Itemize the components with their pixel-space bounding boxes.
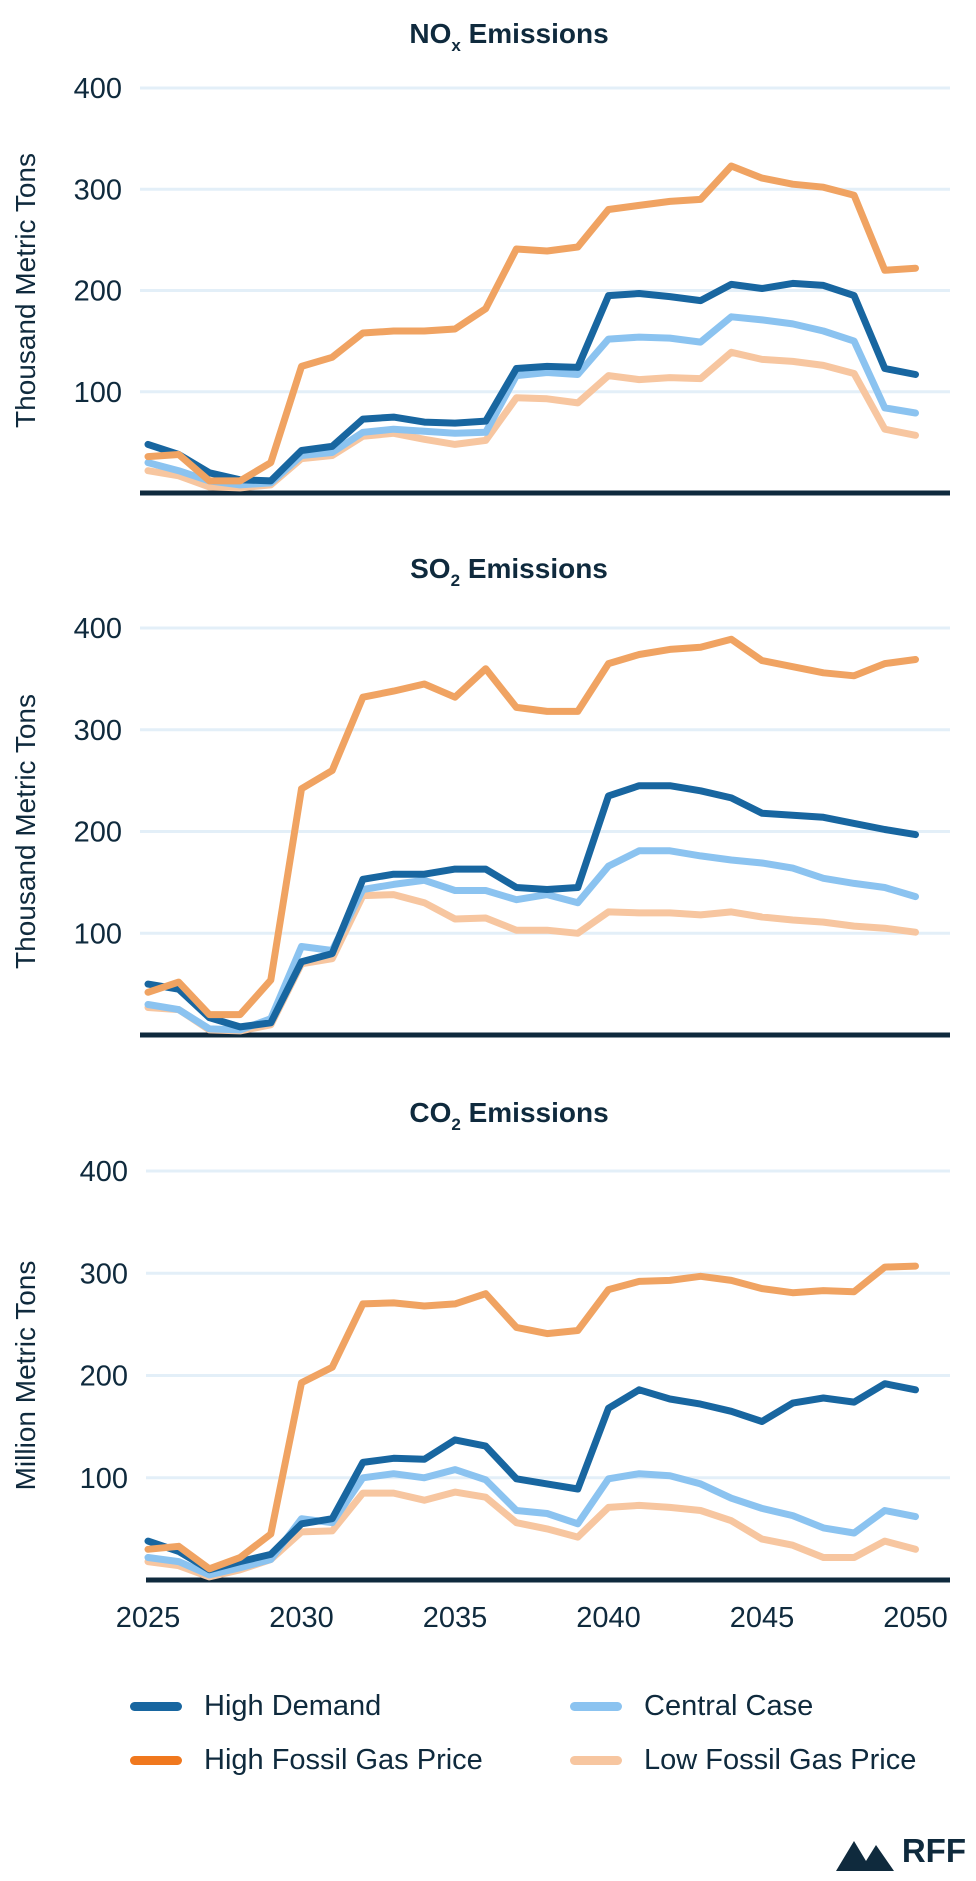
title-suffix: Emissions xyxy=(461,1097,609,1128)
panel-3: 100 200 300 400 CO2 Emissions Million Metric … xyxy=(10,1097,950,1634)
x-tick-label: 2030 xyxy=(269,1602,334,1634)
panel-2: 100 200 300 400 SO2 Emissions Thousand Metric… xyxy=(10,553,950,1038)
y-tick-label: 200 xyxy=(74,817,122,849)
title-suffix: Emissions xyxy=(460,553,608,584)
series-line-high-demand xyxy=(144,279,919,485)
title-subscript: 2 xyxy=(451,571,460,590)
legend-label-high-fossil-gas-price: High Fossil Gas Price xyxy=(204,1744,483,1776)
series-line-high-demand xyxy=(144,782,919,1031)
brand-text: RFF xyxy=(901,1832,966,1869)
legend-swatch-central-case xyxy=(570,1702,622,1711)
y-tick-label: 100 xyxy=(74,918,122,950)
title-subscript: 2 xyxy=(451,1115,460,1134)
legend-swatch-low-fossil-gas-price xyxy=(570,1756,622,1765)
legend: High Demand Central Case High Fossil Gas… xyxy=(130,1690,950,1800)
series-line-high-demand xyxy=(144,1380,919,1574)
title-main: CO xyxy=(409,1097,451,1128)
y-axis-label: Million Metric Tons xyxy=(10,1261,41,1491)
y-tick-label: 200 xyxy=(74,276,122,308)
legend-item-low-fossil-gas-price: Low Fossil Gas Price xyxy=(570,1744,916,1777)
y-axis-label: Thousand Metric Tons xyxy=(10,694,41,969)
series-line-high-fossil-gas-price xyxy=(144,1262,919,1573)
title-suffix: Emissions xyxy=(461,18,609,49)
panel-title: NOx Emissions xyxy=(409,18,608,55)
panel-title: CO2 Emissions xyxy=(409,1097,608,1134)
x-tick-label: 2045 xyxy=(730,1602,795,1634)
title-main: SO xyxy=(410,553,450,584)
y-tick-label: 100 xyxy=(74,377,122,409)
rff-brand: RFF xyxy=(835,1831,966,1871)
x-tick-label: 2035 xyxy=(423,1602,488,1634)
legend-label-low-fossil-gas-price: Low Fossil Gas Price xyxy=(644,1744,917,1776)
x-tick-label: 2050 xyxy=(883,1602,948,1634)
series-line-central-case xyxy=(144,847,919,1034)
series-line-high-fossil-gas-price xyxy=(144,635,919,1019)
legend-swatch-high-demand xyxy=(130,1702,182,1711)
y-tick-label: 100 xyxy=(80,1463,128,1495)
series-line-high-fossil-gas-price xyxy=(144,162,919,485)
y-tick-label: 200 xyxy=(80,1361,128,1393)
y-tick-label: 300 xyxy=(74,174,122,206)
x-tick-label: 2025 xyxy=(116,1602,181,1634)
legend-label-high-demand: High Demand xyxy=(204,1690,382,1722)
y-tick-label: 400 xyxy=(80,1156,128,1188)
legend-item-high-fossil-gas-price: High Fossil Gas Price xyxy=(130,1744,483,1777)
legend-item-central-case: Central Case xyxy=(570,1690,813,1723)
legend-swatch-high-fossil-gas-price xyxy=(130,1756,182,1765)
title-subscript: x xyxy=(451,36,461,55)
title-main: NO xyxy=(409,18,451,49)
panel-title: SO2 Emissions xyxy=(410,553,608,590)
y-tick-label: 400 xyxy=(74,613,122,645)
y-tick-label: 300 xyxy=(74,715,122,747)
series-line-low-fossil-gas-price xyxy=(144,891,919,1035)
legend-label-central-case: Central Case xyxy=(644,1690,814,1722)
y-tick-label: 300 xyxy=(80,1258,128,1290)
panel-1: 100 200 300 400 NOx Emissions Thousand Metric… xyxy=(10,18,950,496)
legend-item-high-demand: High Demand xyxy=(130,1690,381,1723)
y-axis-label: Thousand Metric Tons xyxy=(10,153,41,428)
mountain-logo-icon xyxy=(835,1841,894,1871)
x-tick-label: 2040 xyxy=(576,1602,641,1634)
y-tick-label: 400 xyxy=(74,73,122,105)
